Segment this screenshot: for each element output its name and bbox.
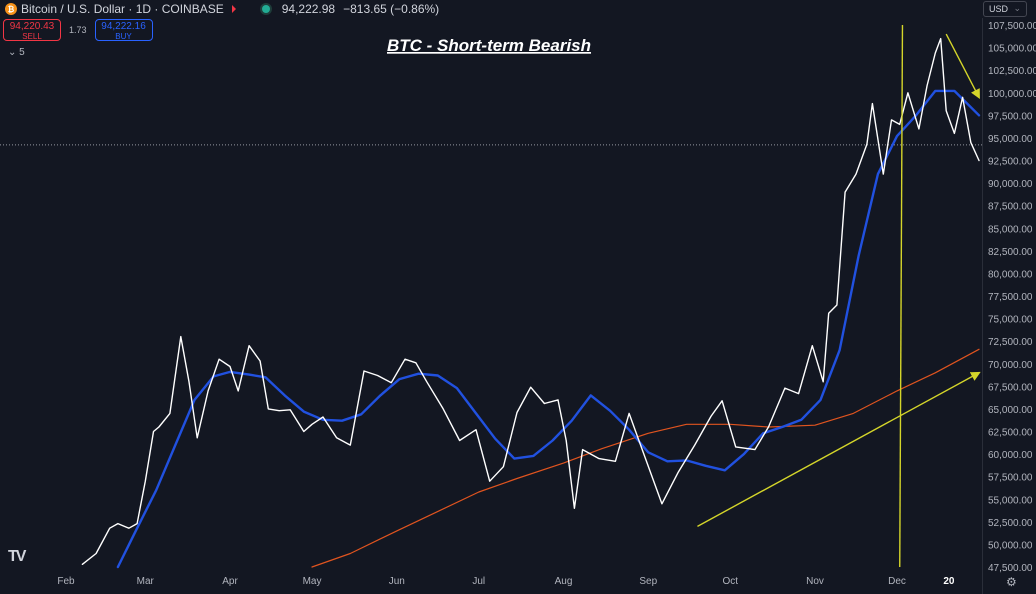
flag-icon[interactable] [231, 5, 236, 13]
x-tick-label: Dec [888, 576, 906, 587]
x-tick-label: Feb [57, 576, 75, 587]
x-tick-label: Oct [722, 576, 738, 587]
long-ma-line [311, 348, 980, 568]
indicators-count: 5 [19, 47, 25, 58]
x-tick-label: Mar [137, 576, 155, 587]
price-change: −813.65 (−0.86%) [343, 2, 440, 16]
x-tick-label: Apr [222, 576, 238, 587]
currency-label: USD [989, 4, 1009, 14]
currency-select[interactable]: USD ⌄ [983, 1, 1027, 17]
vertical-marker-line[interactable] [899, 24, 904, 568]
y-tick-label: 60,000.00 [988, 450, 1033, 461]
y-tick-label: 50,000.00 [988, 540, 1033, 551]
symbol-header: ₿ Bitcoin / U.S. Dollar · 1D · COINBASE … [0, 0, 980, 18]
last-price: 94,222.98 [281, 2, 336, 16]
y-tick-label: 55,000.00 [988, 495, 1033, 506]
y-tick-label: 77,500.00 [988, 292, 1033, 303]
sell-label: SELL [22, 32, 42, 41]
y-tick-label: 87,500.00 [988, 202, 1033, 213]
y-tick-label: 82,500.00 [988, 247, 1033, 258]
sell-price: 94,220.43 [9, 21, 55, 32]
trend-arrow[interactable] [945, 33, 980, 100]
tradingview-logo[interactable]: TV [8, 548, 27, 565]
x-tick-label: 20 [943, 576, 955, 587]
y-tick-label: 90,000.00 [988, 179, 1033, 190]
y-tick-label: 62,500.00 [988, 428, 1033, 439]
y-tick-label: 67,500.00 [988, 382, 1033, 393]
y-tick-label: 80,000.00 [988, 269, 1033, 280]
price-series-line [81, 37, 980, 565]
trade-panel: 94,220.43 SELL 1.73 94,222.16 BUY [3, 19, 153, 41]
buy-price: 94,222.16 [101, 21, 146, 32]
x-tick-label: Sep [639, 576, 657, 587]
y-tick-label: 100,000.00 [988, 89, 1036, 100]
spread-value: 1.73 [69, 25, 87, 35]
short-ma-line [116, 89, 981, 569]
y-tick-label: 85,000.00 [988, 224, 1033, 235]
y-tick-label: 72,500.00 [988, 337, 1033, 348]
y-tick-label: 95,000.00 [988, 134, 1033, 145]
chevron-down-icon: ⌄ [8, 47, 17, 58]
y-tick-label: 97,500.00 [988, 111, 1033, 122]
chart-title: BTC - Short-term Bearish [387, 36, 591, 55]
y-tick-label: 47,500.00 [988, 563, 1033, 574]
y-tick-label: 92,500.00 [988, 157, 1033, 168]
market-open-icon [261, 5, 270, 13]
gear-icon[interactable]: ⚙ [1006, 575, 1017, 589]
chevron-down-icon: ⌄ [1013, 3, 1021, 13]
y-tick-label: 57,500.00 [988, 473, 1033, 484]
y-tick-label: 102,500.00 [988, 66, 1036, 77]
indicators-toggle[interactable]: ⌄ 5 [8, 47, 25, 58]
x-tick-label: Aug [555, 576, 573, 587]
buy-button[interactable]: 94,222.16 BUY [94, 19, 153, 41]
x-tick-label: May [303, 576, 322, 587]
y-tick-label: 65,000.00 [988, 405, 1033, 416]
y-tick-label: 75,000.00 [988, 315, 1033, 326]
y-tick-label: 52,500.00 [988, 518, 1033, 529]
symbol-title[interactable]: Bitcoin / U.S. Dollar · 1D · COINBASE [21, 2, 224, 16]
y-tick-label: 107,500.00 [988, 21, 1036, 32]
x-tick-label: Jun [389, 576, 405, 587]
y-tick-label: 105,000.00 [988, 44, 1036, 55]
bitcoin-logo-icon: ₿ [5, 3, 17, 15]
x-tick-label: Jul [472, 576, 485, 587]
buy-label: BUY [115, 32, 132, 41]
trend-arrow[interactable] [697, 371, 981, 527]
x-tick-label: Nov [806, 576, 824, 587]
y-tick-label: 70,000.00 [988, 360, 1033, 371]
sell-button[interactable]: 94,220.43 SELL [3, 19, 61, 41]
